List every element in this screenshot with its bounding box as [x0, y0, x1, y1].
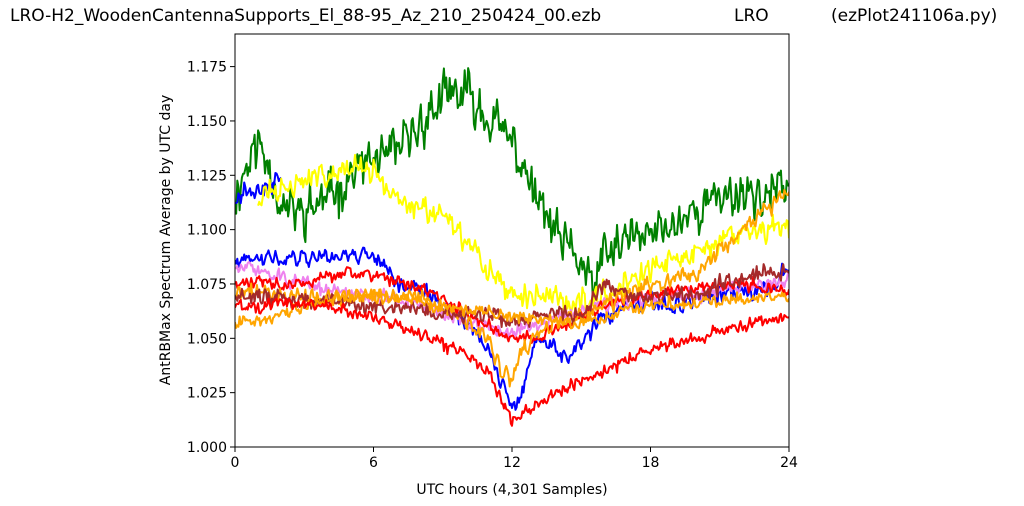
- series-layer: [235, 67, 789, 427]
- x-axis-ticks: 0 6 12 18 24: [231, 447, 798, 471]
- chart-file-title: LRO-H2_WoodenCantennaSupports_El_88-95_A…: [10, 6, 602, 26]
- series-line: [235, 189, 789, 388]
- series-line: [235, 263, 789, 329]
- y-axis-label: AntRBMax Spectrum Average by UTC day: [158, 95, 174, 385]
- plot-area-frame: [234, 33, 790, 448]
- y-tick-label: 1.075: [187, 277, 227, 293]
- x-axis-label: UTC hours (4,301 Samples): [416, 482, 607, 498]
- y-tick-label: 1.050: [187, 331, 227, 347]
- y-tick-label: 1.125: [187, 168, 227, 184]
- y-tick-label: 1.025: [187, 386, 227, 402]
- series-line: [235, 288, 789, 330]
- series-line: [235, 67, 789, 299]
- y-tick-label: 1.150: [187, 114, 227, 130]
- x-tick-label: 6: [369, 455, 378, 471]
- y-axis-ticks: 1.000 1.025 1.050 1.075 1.100 1.125 1.150 1.175: [187, 60, 235, 456]
- x-tick-label: 12: [503, 455, 521, 471]
- series-line: [235, 172, 282, 205]
- series-line: [257, 153, 789, 317]
- x-tick-label: 0: [231, 455, 240, 471]
- chart-site-title: LRO: [734, 6, 769, 26]
- series-line: [235, 266, 789, 344]
- y-tick-label: 1.000: [187, 440, 227, 456]
- y-tick-label: 1.175: [187, 60, 227, 76]
- series-line: [235, 297, 789, 427]
- x-tick-label: 18: [642, 455, 660, 471]
- y-tick-label: 1.100: [187, 223, 227, 239]
- x-tick-label: 24: [780, 455, 798, 471]
- chart-program-title: (ezPlot241106a.py): [831, 6, 998, 26]
